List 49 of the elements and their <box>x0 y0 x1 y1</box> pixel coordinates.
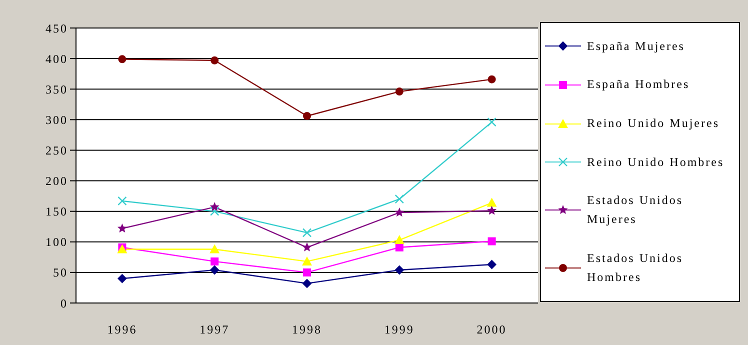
point <box>210 202 220 212</box>
legend-label: Estados Unidos Hombres <box>587 250 684 286</box>
legend-label: Reino Unido Mujeres <box>587 115 720 132</box>
y-tick-label: 100 <box>46 235 68 250</box>
point <box>487 260 496 269</box>
point <box>303 268 311 276</box>
y-tick-label: 450 <box>46 21 68 36</box>
point <box>117 223 127 232</box>
point <box>118 274 127 284</box>
point <box>394 266 404 274</box>
x-tick-label: 1999 <box>384 322 414 337</box>
y-tick-label: 250 <box>46 143 68 158</box>
point <box>210 206 220 216</box>
point <box>210 56 219 64</box>
point <box>487 118 496 127</box>
point <box>302 256 312 266</box>
point <box>210 244 220 254</box>
y-tick-label: 50 <box>53 266 68 280</box>
legend-label: España Mujeres <box>587 38 686 55</box>
point <box>118 55 126 64</box>
point <box>395 88 404 96</box>
point <box>488 237 496 246</box>
x-tick-label: 1998 <box>292 322 322 337</box>
y-tick-label: 350 <box>46 82 68 96</box>
point <box>487 206 497 215</box>
legend-label: Estados Unidos Mujeres <box>587 192 684 228</box>
y-tick-label: 0 <box>60 296 68 310</box>
point <box>394 194 404 204</box>
point <box>303 112 311 120</box>
x-tick-label: 1997 <box>200 322 230 337</box>
point <box>486 198 497 207</box>
x-tick-label: 2000 <box>476 322 507 337</box>
y-tick-label: 400 <box>46 52 68 66</box>
point <box>302 278 312 288</box>
y-tick-label: 300 <box>46 112 68 127</box>
y-tick-label: 200 <box>46 174 68 188</box>
point <box>394 208 404 217</box>
x-tick-label: 1996 <box>107 322 138 337</box>
point <box>394 235 404 244</box>
legend-label: Reino Unido Hombres <box>587 154 726 171</box>
point <box>488 75 496 84</box>
point <box>210 266 220 274</box>
point <box>395 243 404 252</box>
legend-label: España Hombres <box>587 76 691 94</box>
y-tick-label: 150 <box>46 204 68 219</box>
point <box>118 196 127 206</box>
point <box>302 242 312 252</box>
point <box>210 257 219 266</box>
point <box>302 228 312 238</box>
